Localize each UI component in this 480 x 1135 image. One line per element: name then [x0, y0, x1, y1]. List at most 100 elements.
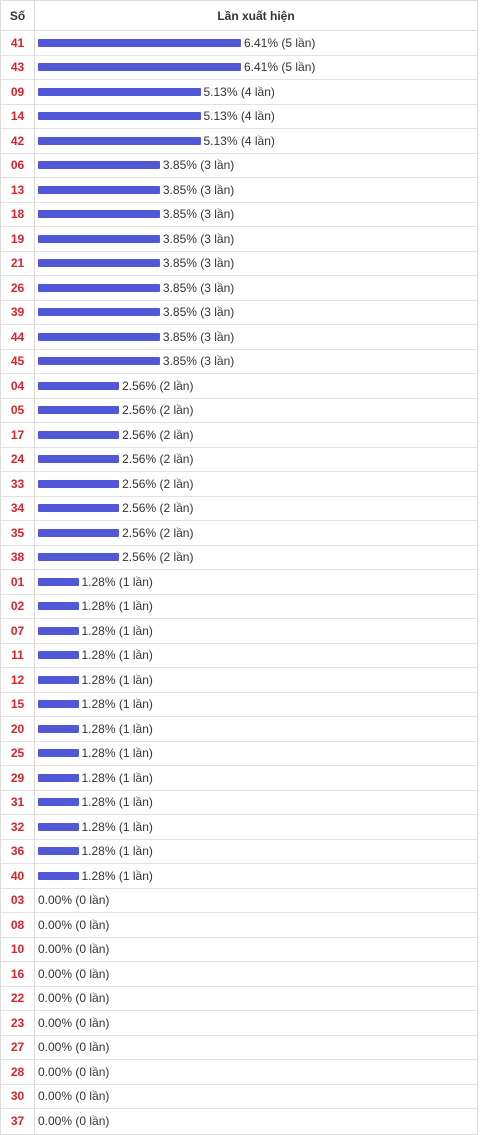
frequency-cell: 2.56% (2 lần) [35, 448, 477, 472]
frequency-cell: 2.56% (2 lần) [35, 521, 477, 545]
frequency-bar [38, 430, 120, 439]
frequency-label: 2.56% (2 lần) [122, 525, 194, 540]
frequency-bar [38, 87, 201, 96]
frequency-bar [38, 259, 160, 268]
row-number: 45 [1, 349, 35, 373]
row-number: 16 [1, 962, 35, 986]
table-row: 32 1.28% (1 lần) [1, 815, 477, 840]
table-row: 02 1.28% (1 lần) [1, 594, 477, 619]
frequency-cell: 1.28% (1 lần) [35, 693, 477, 717]
table-row: 07 1.28% (1 lần) [1, 619, 477, 644]
frequency-label: 2.56% (2 lần) [122, 378, 194, 393]
frequency-label: 0.00% (0 lần) [38, 991, 110, 1006]
frequency-cell: 5.13% (4 lần) [35, 80, 477, 104]
frequency-label: 3.85% (3 lần) [162, 305, 235, 320]
table-row: 35 2.56% (2 lần) [1, 521, 477, 546]
frequency-bar [38, 234, 160, 243]
frequency-label: 1.28% (1 lần) [81, 746, 153, 761]
frequency-label: 1.28% (1 lần) [81, 795, 153, 810]
frequency-bar [38, 553, 120, 562]
frequency-label: 1.28% (1 lần) [81, 844, 153, 859]
frequency-cell: 3.85% (3 lần) [35, 154, 477, 178]
table-row: 08 0.00% (0 lần) [1, 913, 477, 938]
frequency-cell: 1.28% (1 lần) [35, 766, 477, 790]
table-row: 23 0.00% (0 lần) [1, 1011, 477, 1036]
row-number: 04 [1, 374, 35, 398]
row-number: 19 [1, 227, 35, 251]
frequency-bar [38, 847, 79, 856]
frequency-label: 0.00% (0 lần) [38, 1040, 110, 1055]
frequency-label: 5.13% (4 lần) [203, 84, 275, 99]
frequency-label: 0.00% (0 lần) [38, 1064, 110, 1079]
table-row: 10 0.00% (0 lần) [1, 937, 477, 962]
table-row: 40 1.28% (1 lần) [1, 864, 477, 889]
frequency-label: 0.00% (0 lần) [38, 893, 110, 908]
row-number: 36 [1, 839, 35, 863]
row-number: 03 [1, 888, 35, 912]
table-row: 34 2.56% (2 lần) [1, 496, 477, 521]
frequency-cell: 5.13% (4 lần) [35, 105, 477, 129]
frequency-label: 2.56% (2 lần) [122, 427, 194, 442]
row-number: 20 [1, 717, 35, 741]
table-row: 15 1.28% (1 lần) [1, 692, 477, 717]
frequency-cell: 0.00% (0 lần) [35, 1085, 477, 1109]
frequency-bar [38, 798, 79, 807]
row-number: 41 [1, 31, 35, 55]
frequency-bar [38, 283, 160, 292]
row-number: 05 [1, 398, 35, 422]
row-number: 09 [1, 80, 35, 104]
frequency-label: 3.85% (3 lần) [162, 231, 235, 246]
frequency-label: 6.41% (5 lần) [244, 35, 316, 50]
frequency-bar [38, 651, 79, 660]
frequency-label: 1.28% (1 lần) [81, 623, 153, 638]
row-number: 42 [1, 129, 35, 153]
frequency-cell: 1.28% (1 lần) [35, 815, 477, 839]
frequency-label: 6.41% (5 lần) [244, 60, 316, 75]
row-number: 14 [1, 104, 35, 128]
frequency-cell: 1.28% (1 lần) [35, 595, 477, 619]
table-row: 25 1.28% (1 lần) [1, 741, 477, 766]
row-number: 23 [1, 1011, 35, 1035]
frequency-label: 3.85% (3 lần) [162, 158, 235, 173]
table-row: 22 0.00% (0 lần) [1, 986, 477, 1011]
table-row: 41 6.41% (5 lần) [1, 31, 477, 56]
row-number: 34 [1, 496, 35, 520]
frequency-bar [38, 112, 201, 121]
frequency-cell: 0.00% (0 lần) [35, 987, 477, 1011]
table-row: 39 3.85% (3 lần) [1, 300, 477, 325]
frequency-cell: 3.85% (3 lần) [35, 203, 477, 227]
frequency-label: 3.85% (3 lần) [162, 256, 235, 271]
table-row: 28 0.00% (0 lần) [1, 1060, 477, 1085]
frequency-bar [38, 602, 79, 611]
frequency-cell: 1.28% (1 lần) [35, 668, 477, 692]
frequency-cell: 3.85% (3 lần) [35, 350, 477, 374]
frequency-label: 1.28% (1 lần) [81, 721, 153, 736]
frequency-label: 1.28% (1 lần) [81, 574, 153, 589]
frequency-bar [38, 675, 79, 684]
row-number: 27 [1, 1035, 35, 1059]
frequency-label: 0.00% (0 lần) [38, 942, 110, 957]
frequency-cell: 2.56% (2 lần) [35, 497, 477, 521]
row-number: 15 [1, 692, 35, 716]
frequency-cell: 0.00% (0 lần) [35, 1060, 477, 1084]
table-row: 43 6.41% (5 lần) [1, 55, 477, 80]
frequency-label: 3.85% (3 lần) [162, 329, 235, 344]
table-row: 37 0.00% (0 lần) [1, 1109, 477, 1134]
frequency-label: 0.00% (0 lần) [38, 966, 110, 981]
row-number: 30 [1, 1084, 35, 1108]
frequency-label: 1.28% (1 lần) [81, 648, 153, 663]
row-number: 24 [1, 447, 35, 471]
table-row: 42 5.13% (4 lần) [1, 129, 477, 154]
frequency-cell: 6.41% (5 lần) [35, 56, 477, 80]
row-number: 31 [1, 790, 35, 814]
table-row: 38 2.56% (2 lần) [1, 545, 477, 570]
table-row: 05 2.56% (2 lần) [1, 398, 477, 423]
table-row: 09 5.13% (4 lần) [1, 80, 477, 105]
frequency-label: 2.56% (2 lần) [122, 550, 194, 565]
frequency-cell: 1.28% (1 lần) [35, 791, 477, 815]
frequency-bar [38, 528, 120, 537]
frequency-label: 5.13% (4 lần) [203, 109, 275, 124]
frequency-cell: 0.00% (0 lần) [35, 1036, 477, 1060]
frequency-label: 2.56% (2 lần) [122, 403, 194, 418]
